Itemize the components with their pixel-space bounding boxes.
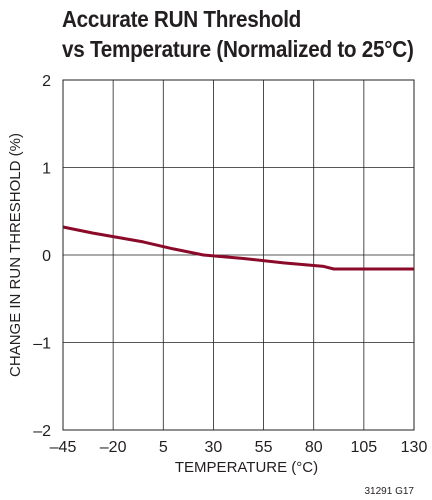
x-tick-label: 5 (159, 439, 168, 456)
x-tick-label: 30 (205, 439, 223, 456)
chart-title-line-2: vs Temperature (Normalized to 25°C) (62, 36, 414, 62)
x-tick-label: 80 (305, 439, 323, 456)
y-tick-label: –2 (33, 423, 51, 440)
chart-marks (62, 225, 414, 271)
grid-lines (62, 79, 415, 431)
y-tick-label: 0 (42, 248, 51, 265)
y-tick-label: 1 (42, 161, 51, 178)
x-tick-label: –20 (100, 439, 127, 456)
y-tick-labels: –2 –1 0 1 2 (33, 73, 51, 440)
y-axis-label: CHANGE IN RUN THRESHOLD (%) (7, 133, 24, 377)
y-tick-label: 2 (42, 73, 51, 90)
plot-frame (62, 79, 415, 431)
series-line-0 (62, 225, 414, 271)
x-tick-label: 105 (351, 439, 378, 456)
x-tick-label: –45 (50, 439, 77, 456)
y-tick-label: –1 (33, 336, 51, 353)
figure-code: 31291 G17 (365, 486, 415, 497)
chart-title: Accurate RUN Threshold vs Temperature (N… (62, 4, 414, 64)
x-tick-label: 55 (255, 439, 273, 456)
x-tick-label: 130 (401, 439, 428, 456)
x-axis-label: TEMPERATURE (°C) (175, 459, 318, 476)
x-tick-labels: –45 –20 5 30 55 80 105 130 (50, 439, 428, 456)
chart-title-line-1: Accurate RUN Threshold (62, 6, 302, 32)
